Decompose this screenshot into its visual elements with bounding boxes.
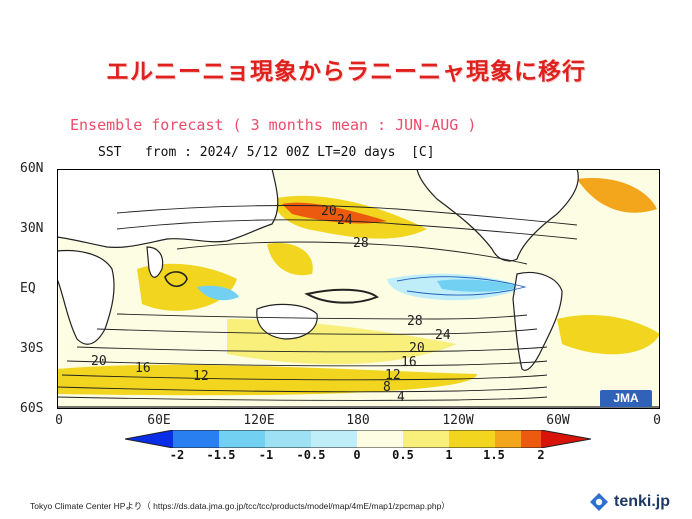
contour-label-16-south: 16 (401, 355, 417, 370)
colorbar-cell-2 (219, 430, 265, 448)
colorbar-label-2: 2 (537, 448, 545, 462)
cool-anomaly-core (437, 279, 522, 292)
lon-label-120w: 120W (442, 413, 474, 428)
lat-label-30n: 30N (20, 221, 44, 236)
colorbar-label-1: 1 (445, 448, 453, 462)
lat-label-60s: 60S (20, 401, 44, 416)
warm-anomaly-north-atlantic (577, 178, 657, 213)
colorbar-cell-max (541, 430, 591, 448)
anomaly-fills (57, 178, 660, 396)
tenki-logo-text: tenki.jp (614, 493, 671, 510)
colorbar-cell-5 (357, 430, 403, 448)
colorbar-cell-3 (265, 430, 311, 448)
colorbar-label-neg1-5: -1.5 (206, 448, 236, 462)
warm-anomaly-southern-band (57, 364, 477, 396)
colorbar-cell-1 (173, 430, 219, 448)
colorbar-cell-7 (449, 430, 495, 448)
contour-cool-tongue (396, 276, 527, 296)
colorbar-cell-6 (403, 430, 449, 448)
contour-20 (116, 205, 578, 226)
contour-8-south (57, 386, 548, 393)
headline: エルニーニョ現象からラニーニャ現象に移行 (106, 58, 586, 84)
sst-anomaly-map: 20 24 28 28 24 20 16 12 8 4 20 16 12 (57, 169, 660, 409)
colorbar-label-0-5: 0.5 (392, 448, 414, 462)
contour-28-north (176, 241, 528, 265)
lat-label-60n: 60N (20, 161, 44, 176)
colorbar-label-1-5: 1.5 (483, 448, 505, 462)
land-north-america (416, 169, 579, 262)
contour-24-south (96, 328, 538, 335)
landmasses (57, 169, 660, 409)
contour-28-west-pacific (304, 288, 379, 304)
colorbar-label-neg2: -2 (169, 448, 185, 462)
land-south-america (512, 271, 563, 371)
colorbar (125, 430, 591, 448)
contour-label-24-south: 24 (435, 328, 451, 343)
land-australia (256, 303, 318, 340)
colorbar-label-0: 0 (353, 448, 361, 462)
contour-label-20-south: 20 (409, 341, 425, 356)
colorbar-cell-4 (311, 430, 357, 448)
contour-labels: 20 24 28 28 24 20 16 12 8 4 20 16 12 (91, 204, 451, 405)
colorbar-label-neg1: -1 (258, 448, 274, 462)
contour-label-20-west: 20 (91, 354, 107, 369)
lon-label-180: 180 (346, 413, 370, 428)
contour-label-16-west: 16 (135, 361, 151, 376)
contour-4-south (57, 396, 548, 401)
contour-label-28-south: 28 (407, 314, 423, 329)
jma-badge: JMA (600, 390, 652, 407)
contour-label-20-north: 20 (321, 204, 337, 219)
lon-label-60w: 60W (546, 413, 570, 428)
contour-label-24-north: 24 (337, 213, 353, 228)
warm-anomaly-indian-ocean (137, 263, 237, 311)
source-credit: Tokyo Climate Center HPより（ https://ds.da… (30, 501, 450, 511)
map-frame (57, 169, 660, 409)
sst-contours (57, 205, 578, 401)
colorbar-cell-9 (521, 430, 541, 448)
contour-indian-ocean-loop (164, 271, 188, 288)
lon-label-60e: 60E (147, 413, 171, 428)
contour-28-south (116, 313, 528, 320)
contour-20-south (76, 346, 548, 353)
contour-label-12-south: 12 (385, 368, 401, 383)
land-europe-asia (57, 169, 279, 248)
colorbar-label-neg0-5: -0.5 (296, 448, 326, 462)
contour-label-28-north: 28 (353, 236, 369, 251)
lat-label-30s: 30S (20, 341, 44, 356)
strong-warm-kuroshio (282, 202, 387, 224)
map-title: Ensemble forecast ( 3 months mean : JUN-… (70, 116, 477, 134)
contour-12-south (61, 374, 548, 381)
tenki-logo: tenki.jp (589, 492, 670, 512)
lon-label-120e: 120E (243, 413, 275, 428)
map-subtitle: SST from : 2024/ 5/12 00Z LT=20 days [C] (98, 145, 435, 160)
contour-16-south (66, 360, 548, 367)
tenki-logo-icon (590, 493, 608, 511)
cool-anomaly-indian-ocean (197, 285, 239, 301)
lon-label-0-east: 0 (653, 413, 661, 428)
land-india (146, 246, 164, 278)
warm-anomaly-maritime (267, 243, 313, 276)
lat-label-eq: EQ (20, 281, 36, 296)
lon-label-0: 0 (55, 413, 63, 428)
colorbar-cell-min (125, 430, 173, 448)
contour-24 (116, 219, 578, 240)
contour-label-12-west: 12 (193, 369, 209, 384)
contour-label-4-south: 4 (397, 390, 405, 405)
contour-label-8-south: 8 (383, 380, 391, 395)
warm-anomaly-south-atlantic (557, 314, 660, 355)
